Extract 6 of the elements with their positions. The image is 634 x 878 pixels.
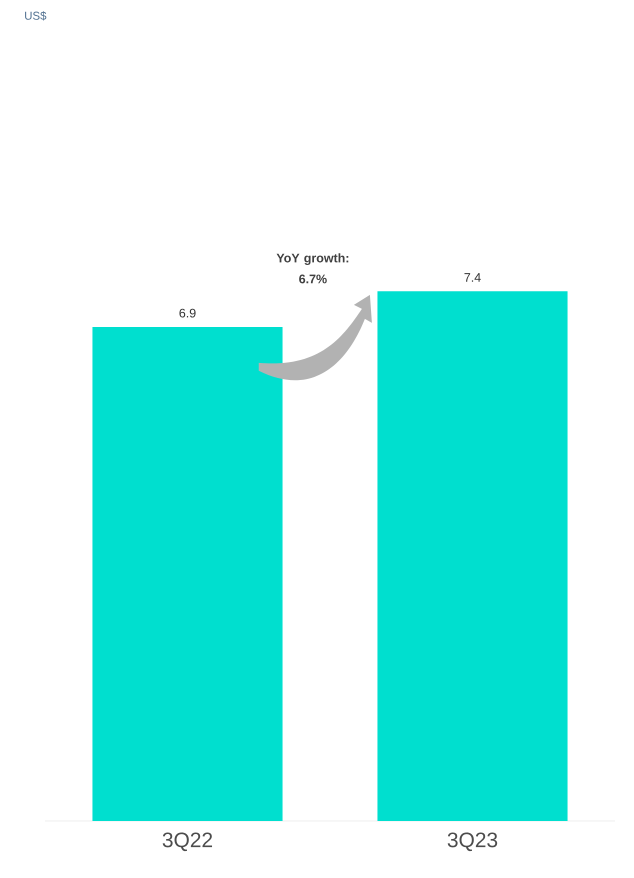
text: YoY growth: 6.7% — [276, 253, 348, 284]
x-tick-label: 3Q22 — [162, 832, 212, 852]
data-label: 7.4 — [464, 273, 481, 282]
x-tick-label: 3Q23 — [448, 832, 498, 852]
data-label: 6.9 — [179, 308, 196, 318]
chart-title: US$ — [25, 11, 46, 20]
